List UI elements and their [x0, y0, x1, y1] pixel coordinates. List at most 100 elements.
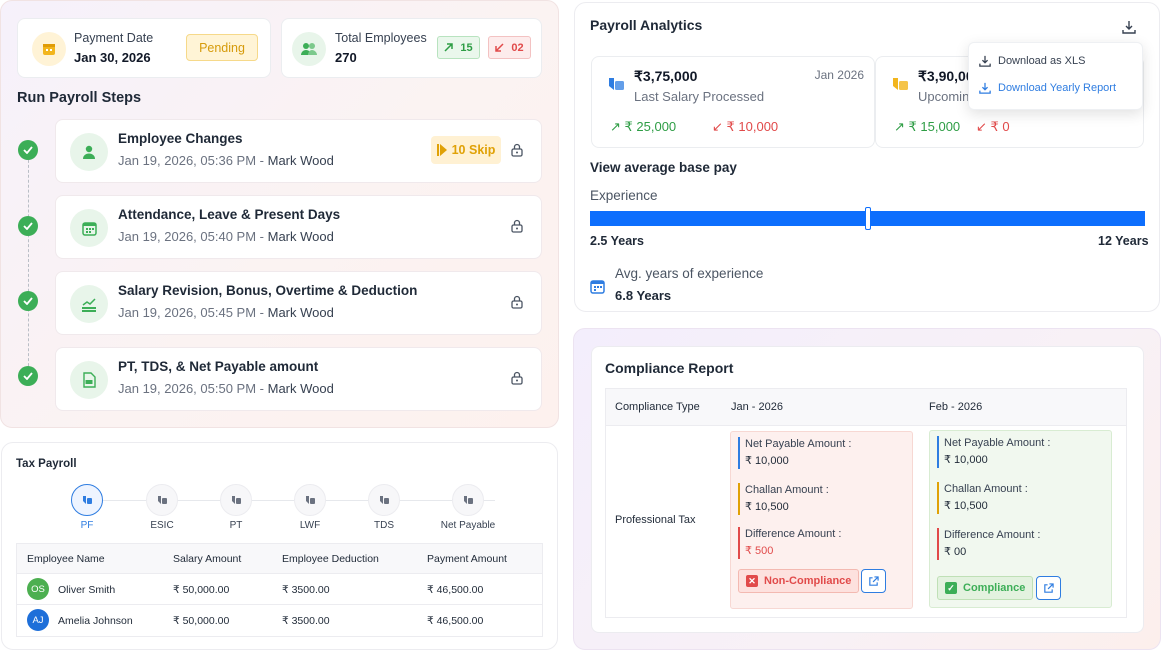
step-date: Jan 19, 2026, 05:45 PM - [118, 305, 268, 320]
column-header: Payment Amount [427, 553, 507, 565]
tab-label: LWF [299, 520, 321, 531]
employee-deduction: ₹ 3500.00 [282, 584, 330, 596]
difference-value: ₹ 00 [944, 546, 967, 558]
arrow-up-right-icon: ↗ [610, 119, 625, 134]
column-header: Employee Name [27, 553, 105, 565]
feb-compliance-box: Net Payable Amount : ₹ 10,000 Challan Am… [929, 430, 1112, 608]
skip-icon [436, 144, 447, 156]
decrease-value: ₹ 10,000 [726, 119, 779, 134]
step-attendance[interactable]: Attendance, Leave & Present Days Jan 19,… [55, 195, 542, 259]
arrow-up-right-icon: ↗ [894, 119, 909, 134]
net-payable-icon [452, 484, 484, 516]
difference-item: Difference Amount : ₹ 00 [937, 528, 1040, 560]
tax-payroll-title: Tax Payroll [16, 458, 77, 470]
difference-value: ₹ 500 [745, 545, 774, 557]
download-icon[interactable] [1122, 20, 1136, 39]
run-payroll-title: Run Payroll Steps [17, 90, 142, 106]
step-date: Jan 19, 2026, 05:40 PM - [118, 229, 268, 244]
table-row[interactable]: OS Oliver Smith ₹ 50,000.00 ₹ 3500.00 ₹ … [17, 574, 542, 605]
compliance-badge: ✓ Compliance [937, 576, 1034, 600]
lock-icon[interactable] [511, 219, 523, 238]
column-header: Salary Amount [173, 553, 242, 565]
arrow-down-left-icon: ↙ [976, 119, 991, 134]
arrow-up-right-icon [444, 43, 454, 52]
tab-net-payable[interactable]: Net Payable [428, 484, 508, 531]
step-title: Attendance, Leave & Present Days [118, 207, 341, 222]
x-square-icon: ✕ [746, 575, 758, 587]
person-icon [70, 133, 108, 171]
tab-label: PT [229, 520, 243, 531]
tab-label: ESIC [150, 520, 174, 531]
calendar-icon [590, 279, 605, 299]
challan-label: Challan Amount : [745, 484, 829, 496]
difference-label: Difference Amount : [944, 529, 1041, 541]
money-icon [892, 75, 910, 98]
net-payable-label: Net Payable Amount : [944, 437, 1051, 449]
skip-badge[interactable]: 10 Skip [431, 136, 501, 164]
step-date: Jan 19, 2026, 05:50 PM - [118, 381, 268, 396]
tab-tds[interactable]: TDS [344, 484, 424, 531]
column-header: Employee Deduction [282, 553, 379, 565]
tab-lwf[interactable]: LWF [270, 484, 350, 531]
avatar: AJ [27, 609, 49, 631]
net-payable-item: Net Payable Amount : ₹ 10,000 [937, 436, 1050, 468]
payment-date-label: Payment Date [74, 31, 154, 45]
open-link-icon[interactable] [1036, 576, 1061, 600]
step-meta: Jan 19, 2026, 05:45 PM - Mark Wood [118, 305, 334, 320]
open-link-icon[interactable] [861, 569, 886, 593]
table-header: Employee Name Salary Amount Employee Ded… [17, 544, 542, 574]
last-salary-date: Jan 2026 [814, 68, 864, 82]
step-employee-changes[interactable]: Employee Changes Jan 19, 2026, 05:36 PM … [55, 119, 542, 183]
step-user: Mark Wood [267, 381, 334, 396]
non-compliance-badge: ✕ Non-Compliance [738, 569, 860, 593]
step-salary-revision[interactable]: Salary Revision, Bonus, Overtime & Deduc… [55, 271, 542, 335]
table-row[interactable]: AJ Amelia Johnson ₹ 50,000.00 ₹ 3500.00 … [17, 605, 542, 636]
lwf-icon [294, 484, 326, 516]
tab-pt[interactable]: PT [196, 484, 276, 531]
jan-compliance-box: Net Payable Amount : ₹ 10,000 Challan Am… [730, 431, 913, 609]
step-title: PT, TDS, & Net Payable amount [118, 359, 319, 374]
average-marker[interactable] [864, 207, 871, 230]
range-min-label: 2.5 Years [590, 234, 644, 248]
step-pt-tds[interactable]: PT, TDS, & Net Payable amount Jan 19, 20… [55, 347, 542, 411]
step-check-icon [18, 291, 38, 311]
tab-esic[interactable]: ESIC [122, 484, 202, 531]
upcoming-salary-label: Upcomin [918, 89, 970, 104]
lock-icon[interactable] [511, 143, 523, 162]
last-salary-card: ₹3,75,000 Last Salary Processed Jan 2026… [591, 56, 875, 148]
last-salary-amount: ₹3,75,000 [634, 68, 698, 84]
step-check-icon [18, 140, 38, 160]
avg-experience-value: 6.8 Years [615, 288, 672, 303]
salary-growth-icon [70, 285, 108, 323]
decrease-value: ₹ 0 [990, 119, 1010, 134]
download-menu: Download as XLS Download Yearly Report [968, 42, 1143, 110]
salary-increase: ↗ ₹ 25,000 [610, 119, 676, 135]
payment-amount: ₹ 46,500.00 [427, 584, 484, 596]
step-title: Employee Changes [118, 131, 243, 146]
pf-icon [71, 484, 103, 516]
tab-pf[interactable]: PF [47, 484, 127, 531]
employees-added-count: 15 [460, 41, 473, 54]
challan-item: Challan Amount : ₹ 10,500 [738, 483, 829, 515]
step-title: Salary Revision, Bonus, Overtime & Deduc… [118, 283, 418, 298]
avatar: OS [27, 578, 49, 600]
lock-icon[interactable] [511, 371, 523, 390]
difference-label: Difference Amount : [745, 528, 842, 540]
lock-icon[interactable] [511, 295, 523, 314]
menu-item-download-yearly[interactable]: Download Yearly Report [979, 82, 1116, 94]
employees-left-count: 02 [511, 41, 524, 54]
employee-name: Oliver Smith [58, 584, 116, 596]
timeline-line [28, 150, 29, 376]
download-icon [979, 82, 991, 94]
total-employees-value: 270 [335, 50, 357, 65]
total-employees-label: Total Employees [335, 31, 427, 45]
step-meta: Jan 19, 2026, 05:36 PM - Mark Wood [118, 153, 334, 168]
total-employees-card: Total Employees 270 15 02 [281, 18, 542, 78]
employee-deduction: ₹ 3500.00 [282, 615, 330, 627]
calendar-icon [32, 32, 66, 66]
menu-item-download-xls[interactable]: Download as XLS [979, 55, 1085, 67]
employee-name: Amelia Johnson [58, 615, 133, 627]
experience-range-bar [590, 207, 1145, 230]
net-payable-label: Net Payable Amount : [745, 438, 852, 450]
difference-item: Difference Amount : ₹ 500 [738, 527, 841, 559]
